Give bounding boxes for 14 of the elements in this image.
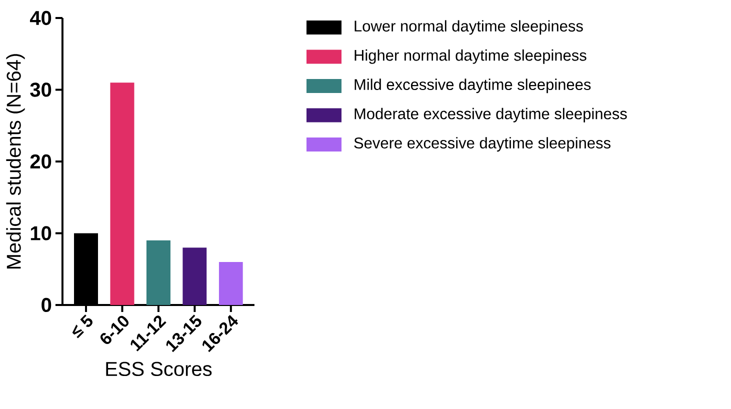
legend-label: Mild excessive daytime sleepinees [354,78,591,94]
y-axis-title: Medical students (N=64) [6,54,25,269]
legend-label: Higher normal daytime sleepiness [354,49,586,64]
y-tick-label: 0 [42,298,52,312]
y-tick-label: 10 [30,226,52,240]
x-tick-label: ≤ 5 [72,314,92,338]
legend-label: Lower normal daytime sleepiness [354,20,583,35]
y-tick-label: 30 [30,82,52,97]
legend-label: Moderate excessive daytime sleepiness [354,108,627,122]
y-tick-label: 40 [30,10,52,26]
y-tick-label: 20 [30,154,52,169]
x-tick-label: 6-10 [100,316,129,344]
legend-label: Severe excessive daytime sleepiness [354,137,610,152]
x-axis-title: ESS Scores [106,362,212,376]
